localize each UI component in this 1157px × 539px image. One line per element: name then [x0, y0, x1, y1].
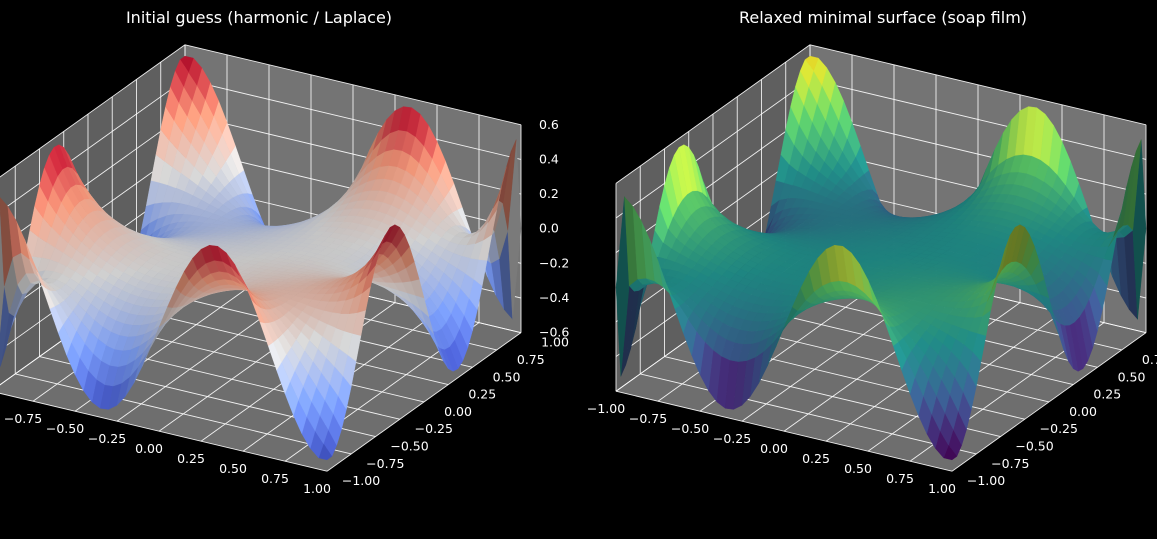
y-tick-label: −0.75 — [991, 456, 1029, 471]
surface-patch — [632, 206, 647, 280]
y-tick-label: 0.25 — [468, 387, 496, 402]
y-tick-label: 0.50 — [493, 369, 521, 384]
y-tick-label: −1.00 — [967, 473, 1005, 488]
grid-line — [0, 44, 186, 178]
x-tick-label: 0.75 — [261, 471, 289, 486]
x-tick-label: 1.00 — [303, 481, 331, 496]
z-tick-label: −0.4 — [539, 290, 569, 305]
y-tick-label: −0.50 — [1015, 439, 1053, 454]
z-tick-label: 0.2 — [539, 186, 559, 201]
x-tick-label: −0.75 — [4, 411, 42, 426]
x-tick-label: −0.75 — [629, 411, 667, 426]
y-tick-label: 0.00 — [444, 404, 472, 419]
grid-line — [809, 44, 1147, 126]
surface-svg: Initial guess (harmonic / Laplace) −1.00 −… — [0, 8, 569, 496]
surface-patch — [175, 59, 189, 88]
grid-line — [0, 113, 186, 247]
surface-patch — [39, 167, 53, 202]
grid-line — [951, 332, 1147, 472]
x-tick-label: −0.25 — [88, 431, 126, 446]
surface-patch — [851, 252, 865, 294]
surface-mesh — [615, 55, 1147, 461]
right-surface-plot: Relaxed minimal surface (soap film) −1.00… — [578, 0, 1157, 539]
y-tick-label: −0.25 — [1040, 421, 1078, 436]
grid-line — [184, 113, 522, 195]
surface-patch — [493, 166, 507, 209]
surface-patch — [800, 59, 814, 88]
x-tick-label: 0.25 — [177, 451, 205, 466]
grid-line — [184, 44, 522, 126]
y-tick-label: 0.00 — [1069, 404, 1097, 419]
x-tick-label: 0.00 — [760, 441, 788, 456]
z-tick-label: −0.6 — [539, 325, 569, 340]
x-tick-label: 1.00 — [928, 481, 956, 496]
y-tick-label: 0.25 — [1093, 387, 1121, 402]
chart-title: Relaxed minimal surface (soap film) — [739, 8, 1027, 27]
y-tick-label: −1.00 — [342, 473, 380, 488]
surface-patch — [366, 247, 381, 276]
z-tick-label: −0.2 — [539, 255, 569, 270]
x-tick-label: 0.50 — [844, 461, 872, 476]
y-tick-label: 0.75 — [1142, 352, 1157, 367]
x-tick-label: −1.00 — [587, 401, 625, 416]
x-tick-label: −0.25 — [713, 431, 751, 446]
grid-line — [326, 332, 522, 472]
surface-patch — [664, 167, 678, 218]
surface-svg: Relaxed minimal surface (soap film) −1.00… — [587, 8, 1157, 496]
z-tick-label: 0.0 — [539, 221, 559, 236]
grid-line — [615, 44, 811, 184]
y-tick-label: −0.75 — [366, 456, 404, 471]
surface-patch — [7, 206, 22, 258]
y-tick-label: −0.25 — [415, 421, 453, 436]
surface-patch — [406, 107, 421, 137]
grid-line — [809, 78, 1147, 160]
chart-title: Initial guess (harmonic / Laplace) — [126, 8, 392, 27]
x-tick-label: 0.00 — [135, 441, 163, 456]
surface-mesh — [0, 55, 522, 461]
y-tick-label: 0.50 — [1118, 369, 1146, 384]
y-tick-label: −0.50 — [390, 439, 428, 454]
y-tick-label: 1.00 — [541, 335, 569, 350]
y-tick-label: 0.75 — [517, 352, 545, 367]
grid-line — [809, 113, 1147, 195]
surface-patch — [1040, 113, 1054, 167]
x-tick-label: −0.50 — [46, 421, 84, 436]
grid-line — [615, 113, 811, 254]
grid-line — [615, 79, 811, 219]
grid-line — [0, 79, 186, 213]
surface-patch — [1113, 186, 1127, 238]
left-surface-plot: Initial guess (harmonic / Laplace) −1.00 −… — [0, 8, 569, 496]
x-tick-label: 0.25 — [802, 451, 830, 466]
x-tick-label: 0.50 — [219, 461, 247, 476]
x-tick-label: −0.50 — [671, 421, 709, 436]
z-tick-label: 0.4 — [539, 151, 559, 166]
z-tick-label: 0.6 — [539, 117, 559, 132]
surface-patch — [217, 245, 232, 268]
surface-patch — [991, 247, 1006, 289]
x-tick-label: 0.75 — [886, 471, 914, 486]
grid-line — [184, 78, 522, 160]
